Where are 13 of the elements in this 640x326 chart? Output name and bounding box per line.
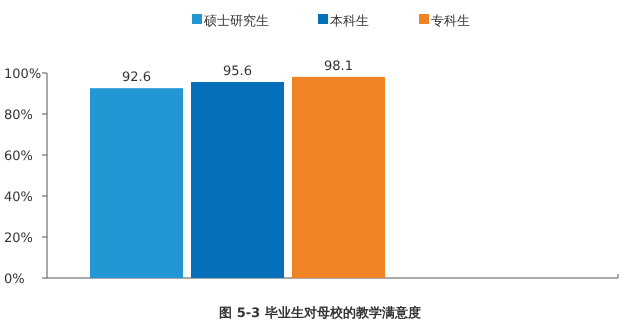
legend-label: 硕士研究生 <box>203 14 269 29</box>
data-label: 92.6 <box>122 70 151 86</box>
data-label: 95.6 <box>223 64 252 80</box>
data-label: 98.1 <box>324 58 353 74</box>
y-tick-label: 60% <box>4 149 33 164</box>
y-tick-label: 40% <box>4 190 33 205</box>
legend-label: 专科生 <box>431 14 470 29</box>
y-tick-label: 100% <box>4 67 42 82</box>
text: 图 5-3 毕业生对母校的教学满意度 <box>219 305 421 321</box>
y-tick-label: 0% <box>4 272 25 287</box>
legend-label: 本科生 <box>330 14 369 29</box>
y-tick-label: 20% <box>4 231 33 246</box>
y-tick-label: 80% <box>4 108 33 123</box>
